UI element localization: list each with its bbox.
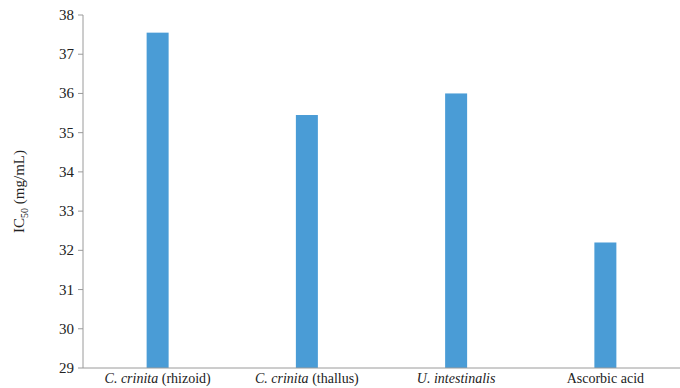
bars: [147, 33, 617, 368]
bar: [445, 93, 467, 368]
y-axis-label: IC50 (mg/mL): [11, 150, 30, 233]
y-tick: [78, 54, 83, 55]
y-tick: [78, 132, 83, 133]
chart-container: 29 30 31 32 33 34 35 36 37 38 C. crinita (rhizoid)…: [0, 0, 680, 388]
y-tick: [78, 15, 83, 16]
y-tick-label: 38: [59, 7, 74, 23]
y-tick-label: 33: [59, 203, 74, 219]
y-tick-label: 29: [59, 360, 74, 376]
y-tick-label: 35: [59, 125, 74, 141]
y-tick-label: 34: [59, 164, 75, 180]
bar: [594, 242, 616, 368]
x-tick-label: C. crinita (thallus): [255, 371, 359, 387]
y-tick-label: 31: [59, 282, 74, 298]
bar: [296, 115, 318, 368]
y-tick-label: 30: [59, 321, 74, 337]
x-tick-label: U. intestinalis: [417, 371, 496, 386]
y-tick-label: 37: [59, 46, 75, 62]
y-tick: [78, 171, 83, 172]
y-tick: [78, 289, 83, 290]
y-tick: [78, 368, 83, 369]
bar: [147, 33, 169, 368]
y-tick-label: 36: [59, 85, 75, 101]
y-tick: [78, 93, 83, 94]
x-axis-line: [83, 368, 680, 369]
x-tick-label: C. crinita (rhizoid): [105, 371, 211, 387]
chart-svg: 29 30 31 32 33 34 35 36 37 38 C. crinita (rhizoid)…: [0, 0, 680, 388]
y-tick-label: 32: [59, 242, 74, 258]
y-tick: [78, 211, 83, 212]
y-tick: [78, 328, 83, 329]
y-tick: [78, 250, 83, 251]
x-tick-label: Ascorbic acid: [567, 371, 644, 386]
y-axis-line: [83, 15, 84, 368]
